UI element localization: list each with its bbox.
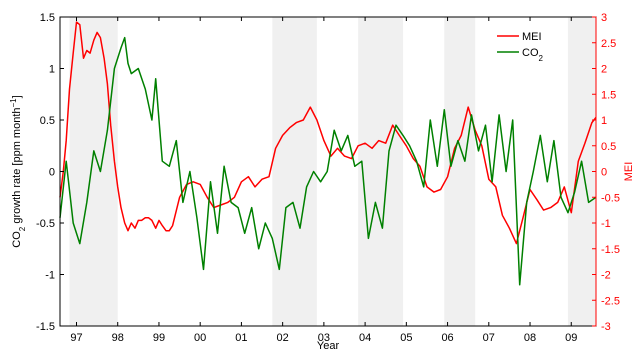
legend-label-mei: MEI <box>522 31 542 43</box>
shaded-period-4 <box>567 17 596 326</box>
x-tick-label-1: 98 <box>112 332 124 344</box>
x-tick-label-5: 02 <box>277 332 289 344</box>
x-tick-label-11: 08 <box>524 332 536 344</box>
x-tick-label-12: 09 <box>565 332 577 344</box>
right-y-axis: 3 2.5 2 1.5 1 0.5 0 -0.5 -1 -1.5 -2 -2.5 -3 <box>592 12 620 333</box>
x-tick-label-10: 07 <box>483 332 495 344</box>
right-tick-label-7: -0.5 <box>601 192 620 204</box>
right-tick-label-0: 3 <box>601 12 607 24</box>
legend-label-co2-sub: 2 <box>539 54 544 63</box>
shaded-period-1 <box>272 17 317 326</box>
x-tick-label-6: 03 <box>318 332 330 344</box>
right-tick-label-8: -1 <box>601 218 611 230</box>
x-tick-label-3: 00 <box>194 332 206 344</box>
right-tick-label-12: -3 <box>601 321 611 333</box>
x-tick-label-8: 05 <box>400 332 412 344</box>
left-tick-label-3: 0 <box>49 167 55 179</box>
x-tick-label-2: 99 <box>153 332 165 344</box>
right-tick-label-10: -2 <box>601 270 611 282</box>
legend-label-co2-main: CO <box>522 47 539 59</box>
left-y-axis-label: CO2 growth rate [ppm month−1] <box>9 95 27 247</box>
left-y-axis-label-post: ] <box>11 95 23 98</box>
right-tick-label-9: -1.5 <box>601 244 620 256</box>
series-line-co2 <box>59 36 597 286</box>
series-line-mei <box>59 21 597 245</box>
x-tick-label-4: 01 <box>235 332 247 344</box>
left-tick-label-6: -1.5 <box>36 321 55 333</box>
left-tick-label-0: 1.5 <box>40 12 55 24</box>
right-tick-label-5: 0.5 <box>601 141 616 153</box>
right-tick-label-6: 0 <box>601 167 607 179</box>
left-tick-label-5: -1 <box>45 270 55 282</box>
legend-label-co2: CO2 <box>522 47 544 63</box>
shaded-period-0 <box>69 17 118 326</box>
x-tick-label-9: 06 <box>441 332 453 344</box>
right-tick-label-2: 2 <box>601 64 607 76</box>
right-y-axis-label: MEI <box>623 162 635 182</box>
right-tick-label-3: 1.5 <box>601 89 616 101</box>
shaded-periods <box>69 17 596 326</box>
legend: MEI CO2 <box>497 31 544 63</box>
left-tick-label-4: -0.5 <box>36 218 55 230</box>
shaded-period-2 <box>358 17 404 326</box>
series-lines <box>59 21 597 286</box>
x-tick-label-0: 97 <box>70 332 82 344</box>
left-tick-label-2: 0.5 <box>40 115 55 127</box>
left-tick-label-1: 1 <box>49 64 55 76</box>
left-y-axis-label-mid: growth rate [ppm month <box>11 108 23 227</box>
right-tick-label-11: -2.5 <box>601 295 620 307</box>
left-y-axis: 1.5 1 0.5 0 -0.5 -1 -1.5 <box>36 12 64 333</box>
x-tick-label-7: 04 <box>359 332 371 344</box>
right-tick-label-4: 1 <box>601 115 607 127</box>
right-tick-label-1: 2.5 <box>601 38 616 50</box>
x-axis: 97 98 99 00 01 02 03 04 05 06 07 08 09 <box>70 17 577 344</box>
x-axis-label: Year <box>317 340 340 351</box>
left-y-axis-label-sub: 2 <box>18 226 27 231</box>
left-y-axis-label-pre: CO <box>11 231 23 248</box>
left-y-axis-label-sup: −1 <box>9 98 18 108</box>
